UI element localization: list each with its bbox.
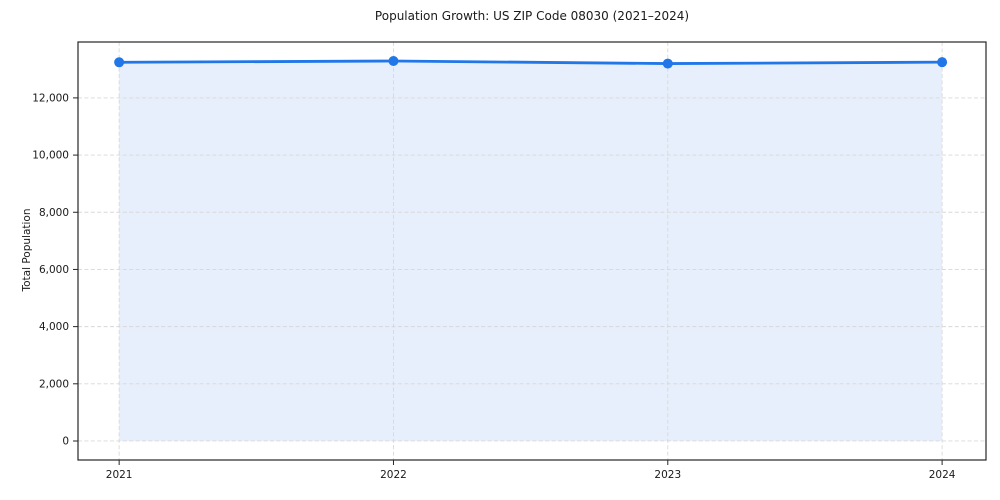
y-tick-label: 12,000: [32, 92, 69, 104]
data-point-2023: [662, 58, 673, 69]
data-point-2024: [937, 57, 948, 68]
y-tick-label: 2,000: [39, 378, 69, 390]
y-tick-label: 0: [62, 435, 69, 447]
y-tick-label: 8,000: [39, 207, 69, 219]
series-line: [117, 59, 944, 65]
x-tick-label: 2024: [929, 469, 956, 481]
data-point-2021: [114, 57, 125, 68]
x-tick-label: 2023: [654, 469, 681, 481]
chart-title: Population Growth: US ZIP Code 08030 (20…: [374, 9, 690, 23]
y-tick-label: 4,000: [39, 321, 69, 333]
data-point-2022: [388, 56, 399, 67]
x-tick-label: 2021: [106, 469, 133, 481]
area-fill: [119, 61, 943, 441]
y-tick-label: 10,000: [32, 150, 69, 162]
x-tick-label: 2022: [380, 469, 407, 481]
plot-border: [77, 41, 987, 461]
y-tick-label: 6,000: [39, 264, 69, 276]
